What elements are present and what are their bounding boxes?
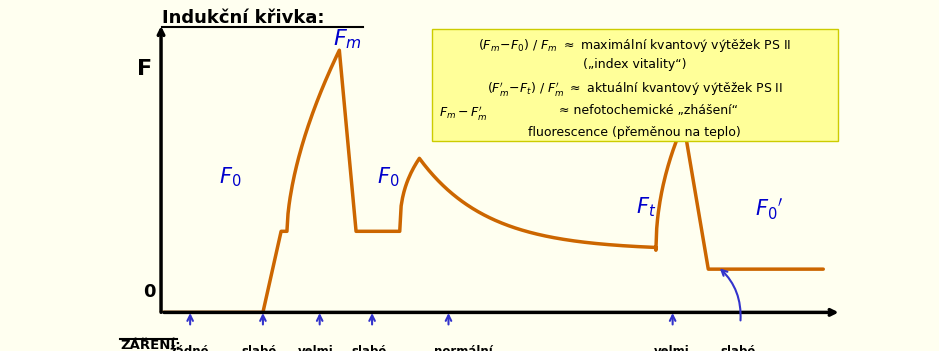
Text: slabé: slabé xyxy=(241,345,277,351)
Text: $F_t$: $F_t$ xyxy=(636,195,655,219)
Text: $F_m$: $F_m$ xyxy=(333,28,362,51)
Text: $F_m$$'$: $F_m$$'$ xyxy=(708,73,743,98)
Text: $F_0$: $F_0$ xyxy=(219,165,241,189)
Text: $F_m - F_m'$: $F_m - F_m'$ xyxy=(439,104,487,122)
Text: Indukční křivka:: Indukční křivka: xyxy=(162,9,325,27)
Text: 0: 0 xyxy=(143,283,155,301)
Text: ZÁŘENÍ:: ZÁŘENÍ: xyxy=(120,339,181,351)
Text: („index vitality“): („index vitality“) xyxy=(583,58,686,71)
Text: normální: normální xyxy=(434,345,492,351)
Text: F: F xyxy=(137,59,153,79)
Text: žádné: žádné xyxy=(170,345,209,351)
Text: slabé: slabé xyxy=(720,345,756,351)
Text: $F_0$: $F_0$ xyxy=(377,165,399,189)
Text: slabé: slabé xyxy=(351,345,387,351)
Text: $(F_m'\!-\!F_t)\ /\ F_m'\ \approx\ $aktuální kvantový výtěžek PS II: $(F_m'\!-\!F_t)\ /\ F_m'\ \approx\ $aktu… xyxy=(486,80,783,98)
Text: velmi: velmi xyxy=(298,345,333,351)
Text: velmi: velmi xyxy=(654,345,690,351)
Text: fluorescence (přeměnou na teplo): fluorescence (přeměnou na teplo) xyxy=(529,126,741,139)
Text: $F_0$$'$: $F_0$$'$ xyxy=(755,197,783,223)
Text: $(F_m\!-\!F_0)\ /\ F_m\ \approx\ $maximální kvantový výtěžek PS II: $(F_m\!-\!F_0)\ /\ F_m\ \approx\ $maximá… xyxy=(478,37,792,54)
FancyBboxPatch shape xyxy=(432,28,838,141)
Text: ≈ nefotochemické „zhášení“: ≈ nefotochemické „zhášení“ xyxy=(559,104,738,117)
